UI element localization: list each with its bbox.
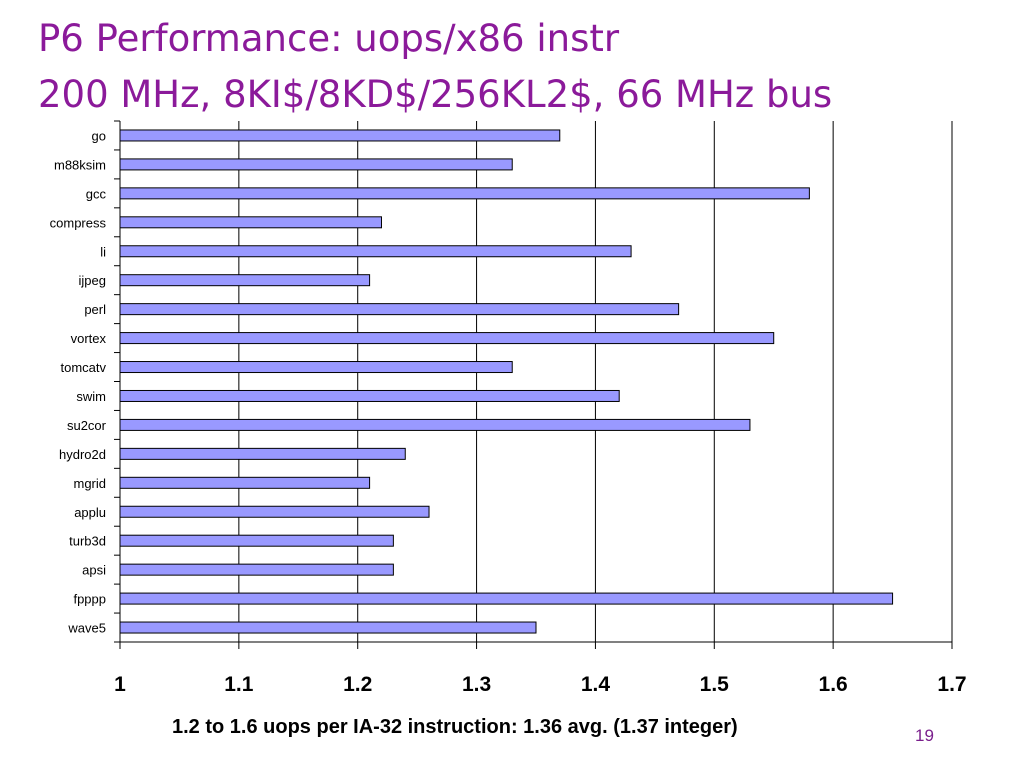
x-tick-label: 1.3 xyxy=(462,673,491,696)
category-label: ijpeg xyxy=(79,273,106,288)
bar-go xyxy=(119,129,561,142)
category-label: go xyxy=(92,128,106,143)
x-tick-label: 1.6 xyxy=(819,673,848,696)
category-label: tomcatv xyxy=(60,360,106,375)
category-label: vortex xyxy=(71,331,107,346)
category-label: compress xyxy=(50,215,107,230)
slide-title-line-2: 200 MHz, 8KI$/8KD$/256KL2$, 66 MHz bus xyxy=(38,73,833,116)
bar-compress xyxy=(119,216,382,229)
category-label: m88ksim xyxy=(54,157,106,172)
x-tick-label: 1.2 xyxy=(343,673,372,696)
x-tick-label: 1 xyxy=(114,673,126,696)
category-label: li xyxy=(100,244,106,259)
slide-title-line-1: P6 Performance: uops/x86 instr xyxy=(38,17,620,60)
category-label: applu xyxy=(74,505,106,520)
category-label: gcc xyxy=(86,186,107,201)
x-tick-label: 1.5 xyxy=(700,673,730,696)
bar-ijpeg xyxy=(119,274,371,287)
category-label: perl xyxy=(84,302,106,317)
category-label: apsi xyxy=(82,563,106,578)
x-tick-label: 1.4 xyxy=(581,673,611,696)
bar-turb3d xyxy=(119,534,394,547)
bar-swim xyxy=(119,389,620,402)
category-label: fpppp xyxy=(73,592,106,607)
category-label: swim xyxy=(76,389,106,404)
bar-wave5 xyxy=(119,621,537,634)
page-number: 19 xyxy=(915,726,934,745)
category-label: su2cor xyxy=(67,418,107,433)
bar-apsi xyxy=(119,563,394,576)
x-tick-label: 1.1 xyxy=(224,673,254,696)
bar-fpppp xyxy=(119,592,894,605)
bar-tomcatv xyxy=(119,361,513,374)
bar-mgrid xyxy=(119,476,371,489)
category-label: turb3d xyxy=(69,534,106,549)
bar-applu xyxy=(119,505,430,518)
bar-m88ksim xyxy=(119,158,513,171)
bar-vortex xyxy=(119,332,775,345)
bar-hydro2d xyxy=(119,447,406,460)
x-tick-label: 1.7 xyxy=(937,673,966,696)
chart-caption: 1.2 to 1.6 uops per IA-32 instruction: 1… xyxy=(172,716,738,738)
category-label: wave5 xyxy=(67,621,106,636)
bar-gcc xyxy=(119,187,810,200)
category-label: mgrid xyxy=(73,476,106,491)
category-label: hydro2d xyxy=(59,447,106,462)
bar-li xyxy=(119,245,632,258)
bar-perl xyxy=(119,303,680,316)
bar-su2cor xyxy=(119,418,751,431)
